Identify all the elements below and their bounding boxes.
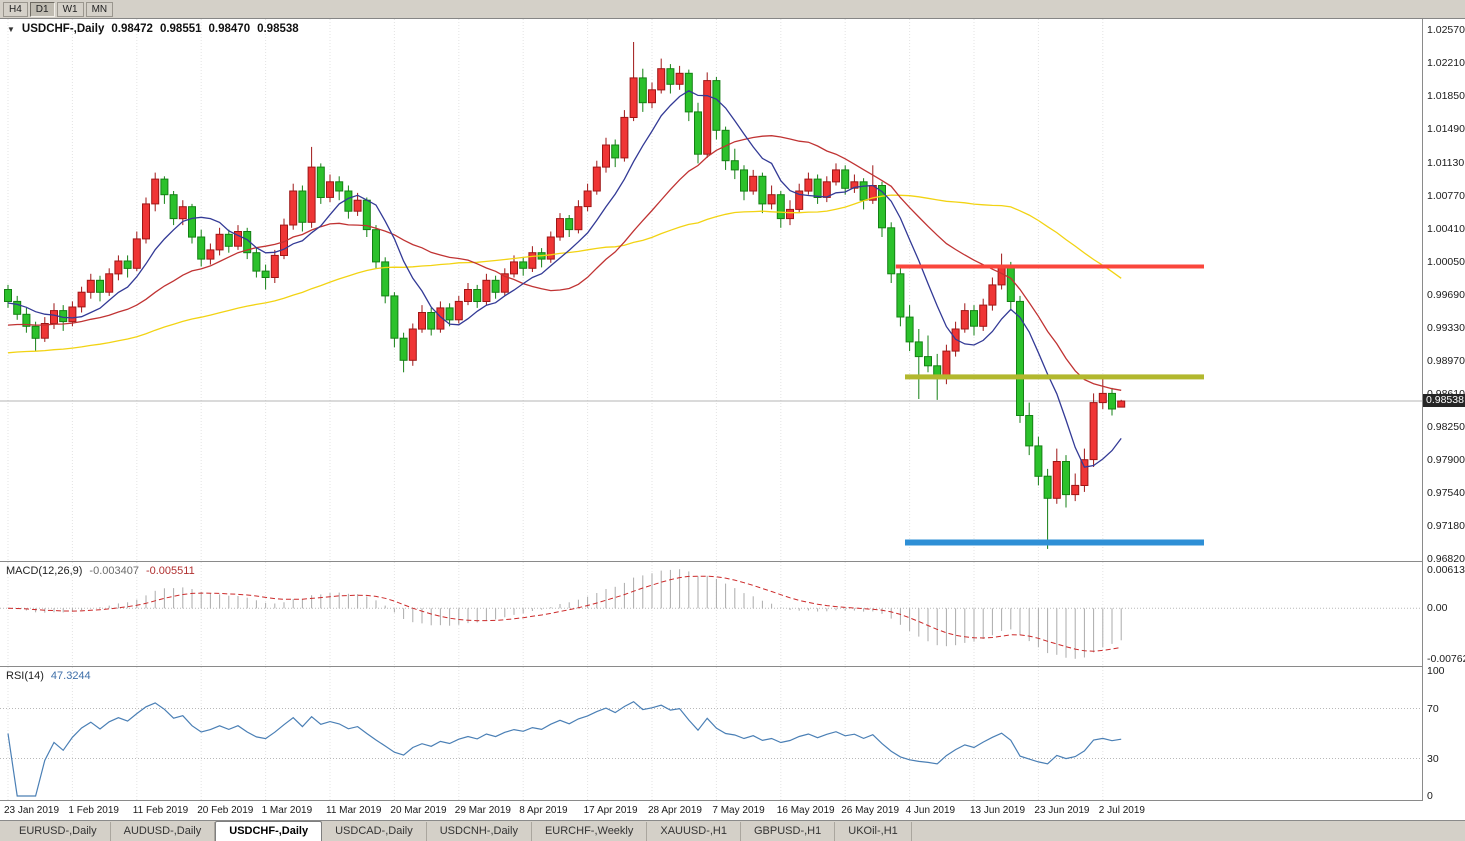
rsi-name: RSI(14): [6, 670, 44, 682]
price-axis-label: 1.01490: [1427, 123, 1465, 136]
macd-axis-label: 0.00613: [1427, 564, 1465, 576]
tab-gbpusd-h1[interactable]: GBPUSD-,H1: [741, 822, 836, 841]
price-axis-label: 1.01130: [1427, 156, 1465, 169]
price-axis-label: 0.98970: [1427, 355, 1465, 368]
date-axis-label: 2 Jul 2019: [1098, 805, 1145, 816]
price-axis-label: 1.00410: [1427, 222, 1465, 235]
time-axis-separator: [0, 800, 1465, 801]
date-axis-label: 11 Mar 2019: [326, 805, 382, 816]
timeframe-button-d1[interactable]: D1: [29, 1, 55, 17]
rsi-axis-label: 100: [1427, 665, 1445, 677]
timeframe-toolbar: H4 D1 W1 MN: [3, 1, 114, 17]
horizontal-line-resistance[interactable]: [895, 264, 1204, 269]
date-axis-label: 1 Mar 2019: [261, 805, 313, 816]
timeframe-button-w1[interactable]: W1: [56, 1, 84, 17]
date-axis-label: 1 Feb 2019: [68, 805, 119, 816]
date-axis-label: 16 May 2019: [776, 805, 835, 816]
high-value: 0.98551: [159, 23, 202, 35]
chart-title: ▼ USDCHF-,Daily 0.98472 0.98551 0.98470 …: [7, 23, 299, 35]
date-axis-label: 13 Jun 2019: [970, 805, 1026, 816]
macd-histogram: [16, 569, 1122, 659]
price-axis-label: 0.98250: [1427, 421, 1465, 434]
ma-medium-line: [7, 135, 1122, 391]
macd-axis-label: 0.00: [1427, 602, 1448, 615]
date-axis-label: 23 Jun 2019: [1034, 805, 1090, 816]
macd-panel[interactable]: [0, 562, 1422, 666]
tab-usdcnh-daily[interactable]: USDCNH-,Daily: [426, 822, 532, 841]
macd-name: MACD(12,26,9): [6, 565, 83, 577]
chart-window: 23 Jan 2019 1 Feb 2019 11 Feb 2019 20 Feb 2…: [0, 19, 1465, 820]
candles-group: [4, 42, 1126, 549]
date-axis-label: 20 Mar 2019: [390, 805, 447, 816]
ma-fast-line: [7, 90, 1122, 468]
ma-slow-line: [7, 194, 1122, 354]
date-axis-label: 23 Jan 2019: [4, 805, 60, 816]
date-axis-label: 28 Apr 2019: [648, 805, 702, 816]
price-axis-label: 1.02210: [1427, 57, 1465, 70]
rsi-panel[interactable]: [0, 667, 1422, 800]
price-axis-label: 0.96820: [1427, 553, 1465, 566]
date-axis-label: 11 Feb 2019: [132, 805, 189, 816]
price-axis-label: 0.97540: [1427, 486, 1465, 499]
date-axis-label: 26 May 2019: [841, 805, 900, 816]
gridlines-group: [7, 667, 1104, 800]
collapse-triangle-icon[interactable]: ▼: [7, 24, 15, 34]
panel-splitter-rsi[interactable]: [0, 666, 1465, 667]
price-axis-label: 1.01850: [1427, 90, 1465, 103]
time-axis[interactable]: 23 Jan 2019 1 Feb 2019 11 Feb 2019 20 Feb 2…: [0, 801, 1465, 820]
macd-main-value: -0.003407: [89, 565, 139, 577]
price-axis-label: 1.00050: [1427, 255, 1465, 268]
tab-audusd-daily[interactable]: AUDUSD-,Daily: [110, 822, 216, 841]
open-value: 0.98472: [111, 23, 153, 35]
panel-splitter-macd[interactable]: [0, 561, 1465, 562]
close-value: 0.98538: [257, 23, 299, 35]
macd-canvas[interactable]: [0, 562, 1422, 666]
date-axis-label: 29 Mar 2019: [454, 805, 511, 816]
date-axis-label: 8 Apr 2019: [519, 805, 568, 816]
rsi-axis-label: 0: [1427, 790, 1433, 802]
rsi-axis-label: 70: [1427, 702, 1439, 715]
price-axis-label: 1.00770: [1427, 189, 1465, 202]
price-axis-label: 0.99330: [1427, 322, 1465, 335]
tab-xauusd-h1[interactable]: XAUUSD-,H1: [647, 822, 741, 841]
tab-eurchf-weekly[interactable]: EURCHF-,Weekly: [531, 822, 648, 841]
current-price-badge: 0.98538: [1423, 394, 1465, 408]
horizontal-line-minor-resistance[interactable]: [905, 374, 1204, 380]
chart-tab-bar: EURUSD-,Daily AUDUSD-,Daily USDCHF-,Daily U…: [0, 820, 1465, 841]
date-axis-label: 7 May 2019: [712, 805, 765, 816]
main-chart-canvas[interactable]: [0, 19, 1422, 561]
main-chart-panel[interactable]: [0, 19, 1422, 561]
rsi-label: RSI(14) 47.3244: [6, 670, 91, 682]
rsi-line: [7, 700, 1122, 797]
gridlines-group: [7, 19, 1104, 561]
chart-symbol-label: USDCHF-,Daily: [21, 23, 105, 35]
price-axis-label: 1.02570: [1427, 24, 1465, 37]
gridlines-group: [7, 562, 1104, 666]
rsi-axis-label: 30: [1427, 752, 1439, 765]
date-axis-label: 17 Apr 2019: [583, 805, 638, 816]
price-axis[interactable]: [1422, 19, 1465, 801]
date-axis-label: 20 Feb 2019: [197, 805, 254, 816]
macd-label: MACD(12,26,9) -0.003407 -0.005511: [6, 565, 195, 577]
timeframe-button-h4[interactable]: H4: [3, 1, 28, 17]
macd-signal-line: [7, 575, 1122, 652]
tab-ukoil-h1[interactable]: UKOil-,H1: [835, 822, 912, 841]
top-toolbar: H4 D1 W1 MN: [0, 0, 1465, 19]
tab-usdcad-daily[interactable]: USDCAD-,Daily: [322, 822, 427, 841]
macd-signal-value: -0.005511: [145, 565, 195, 577]
low-value: 0.98470: [208, 23, 251, 35]
price-axis-label: 0.99690: [1427, 289, 1465, 301]
macd-axis-label: -0.00762: [1427, 653, 1465, 665]
horizontal-line-support[interactable]: [905, 539, 1204, 546]
price-axis-label: 0.97900: [1427, 453, 1465, 466]
timeframe-button-mn[interactable]: MN: [85, 1, 114, 17]
tab-eurusd-daily[interactable]: EURUSD-,Daily: [6, 822, 111, 841]
price-axis-label: 0.97180: [1427, 519, 1465, 532]
tab-usdchf-daily[interactable]: USDCHF-,Daily: [215, 821, 323, 841]
rsi-canvas[interactable]: [0, 667, 1422, 800]
rsi-value: 47.3244: [50, 670, 91, 682]
date-axis-label: 4 Jun 2019: [905, 805, 956, 816]
